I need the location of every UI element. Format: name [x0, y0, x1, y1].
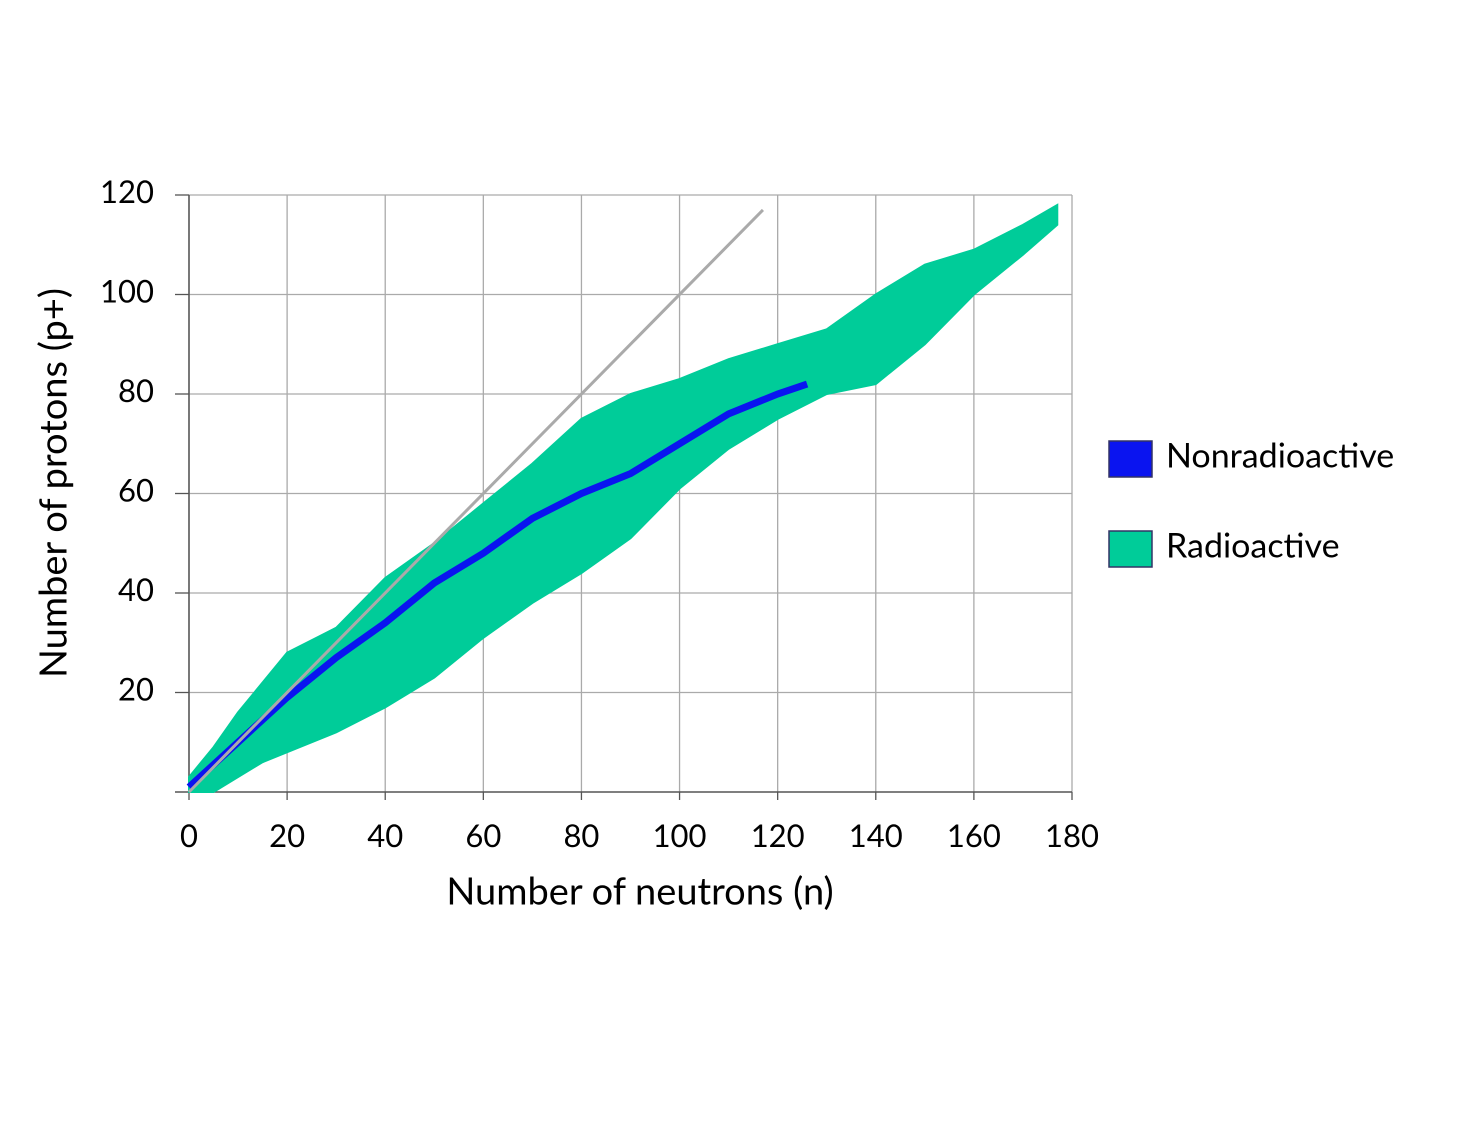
y-tick-label: 80: [118, 371, 154, 409]
y-axis-title: Number of protons (p+): [30, 288, 76, 678]
x-tick-label: 60: [465, 816, 501, 854]
y-tick-label: 20: [118, 669, 154, 707]
legend-label: Nonradioactive: [1166, 435, 1394, 476]
x-tick-label: 100: [653, 816, 707, 854]
x-tick-label: 120: [751, 816, 805, 854]
y-tick-label: 60: [118, 470, 154, 508]
y-tick-label: 120: [100, 172, 154, 210]
reference-line: [187, 208, 765, 794]
x-tick-label: 140: [849, 816, 903, 854]
x-tick-label: 20: [269, 816, 305, 854]
x-tick-label: 40: [367, 816, 403, 854]
x-tick-label: 0: [180, 816, 198, 854]
y-tick-label: 40: [118, 570, 154, 608]
x-tick-label: 160: [947, 816, 1001, 854]
legend-swatch: [1108, 530, 1153, 568]
x-tick-label: 80: [563, 816, 599, 854]
radioactive-band: [188, 203, 1059, 793]
x-axis-title: Number of neutrons (n): [446, 868, 833, 914]
y-tick-label: 100: [100, 271, 154, 309]
legend-label: Radioactive: [1166, 525, 1340, 566]
stable-line: [186, 380, 809, 790]
x-tick-label: 180: [1045, 816, 1099, 854]
legend-swatch: [1108, 440, 1153, 478]
